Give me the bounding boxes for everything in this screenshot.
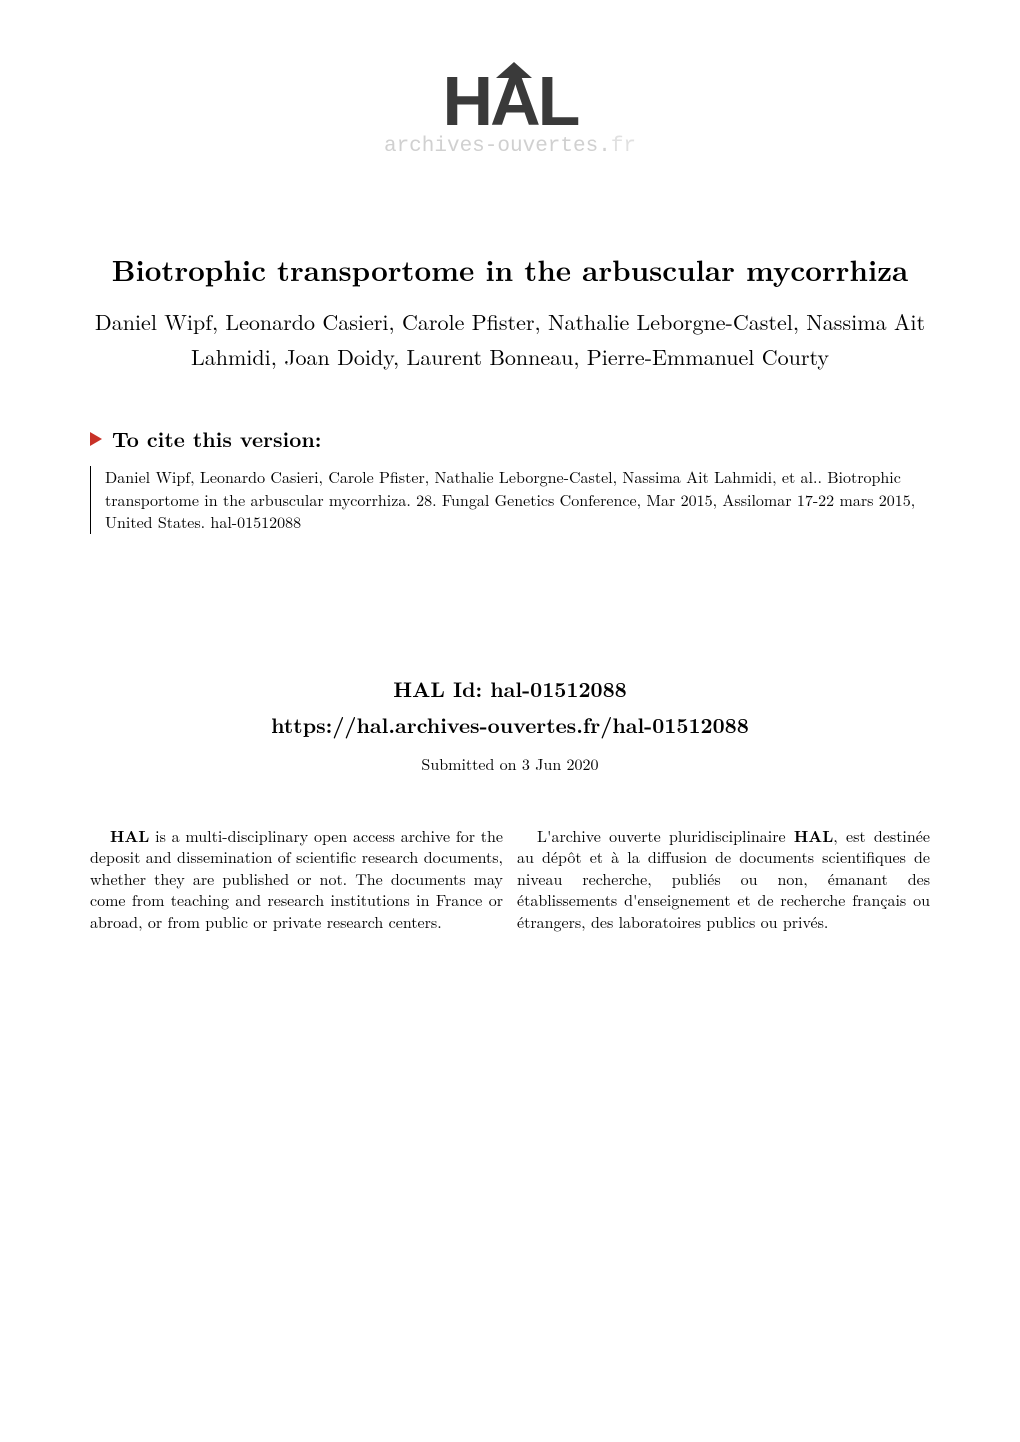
- triangle-icon: [90, 432, 102, 446]
- hal-id: HAL Id: hal-01512088: [90, 674, 930, 704]
- hal-bold-right: HAL: [794, 824, 833, 847]
- cite-heading: To cite this version:: [112, 424, 321, 454]
- hal-bold-left: HAL: [90, 824, 149, 847]
- paper-authors: Daniel Wipf, Leonardo Casieri, Carole Pf…: [90, 304, 930, 374]
- hal-logo-inner: HAL archives-ouvertes.fr: [384, 70, 636, 158]
- hal-logo: HAL archives-ouvertes.fr: [90, 70, 930, 158]
- description-left-text: is a multi-disciplinary open access arch…: [90, 824, 503, 933]
- fr-suffix: fr: [611, 135, 636, 158]
- description-right: L'archive ouverte pluridisciplinaire HAL…: [517, 825, 930, 933]
- hal-logo-text: HAL: [384, 70, 636, 133]
- hal-id-section: HAL Id: hal-01512088 https://hal.archive…: [90, 674, 930, 775]
- cite-section: To cite this version: Daniel Wipf, Leona…: [90, 424, 930, 533]
- submitted-date: Submitted on 3 Jun 2020: [90, 752, 930, 775]
- hal-url[interactable]: https://hal.archives-ouvertes.fr/hal-015…: [90, 710, 930, 740]
- paper-title: Biotrophic transportome in the arbuscula…: [90, 248, 930, 290]
- description-right-prefix: L'archive ouverte pluridisciplinaire: [517, 824, 794, 847]
- cite-heading-row: To cite this version:: [90, 424, 930, 454]
- description-left: HAL is a multi-disciplinary open access …: [90, 825, 503, 933]
- description-columns: HAL is a multi-disciplinary open access …: [90, 825, 930, 933]
- cite-body: Daniel Wipf, Leonardo Casieri, Carole Pf…: [90, 466, 930, 533]
